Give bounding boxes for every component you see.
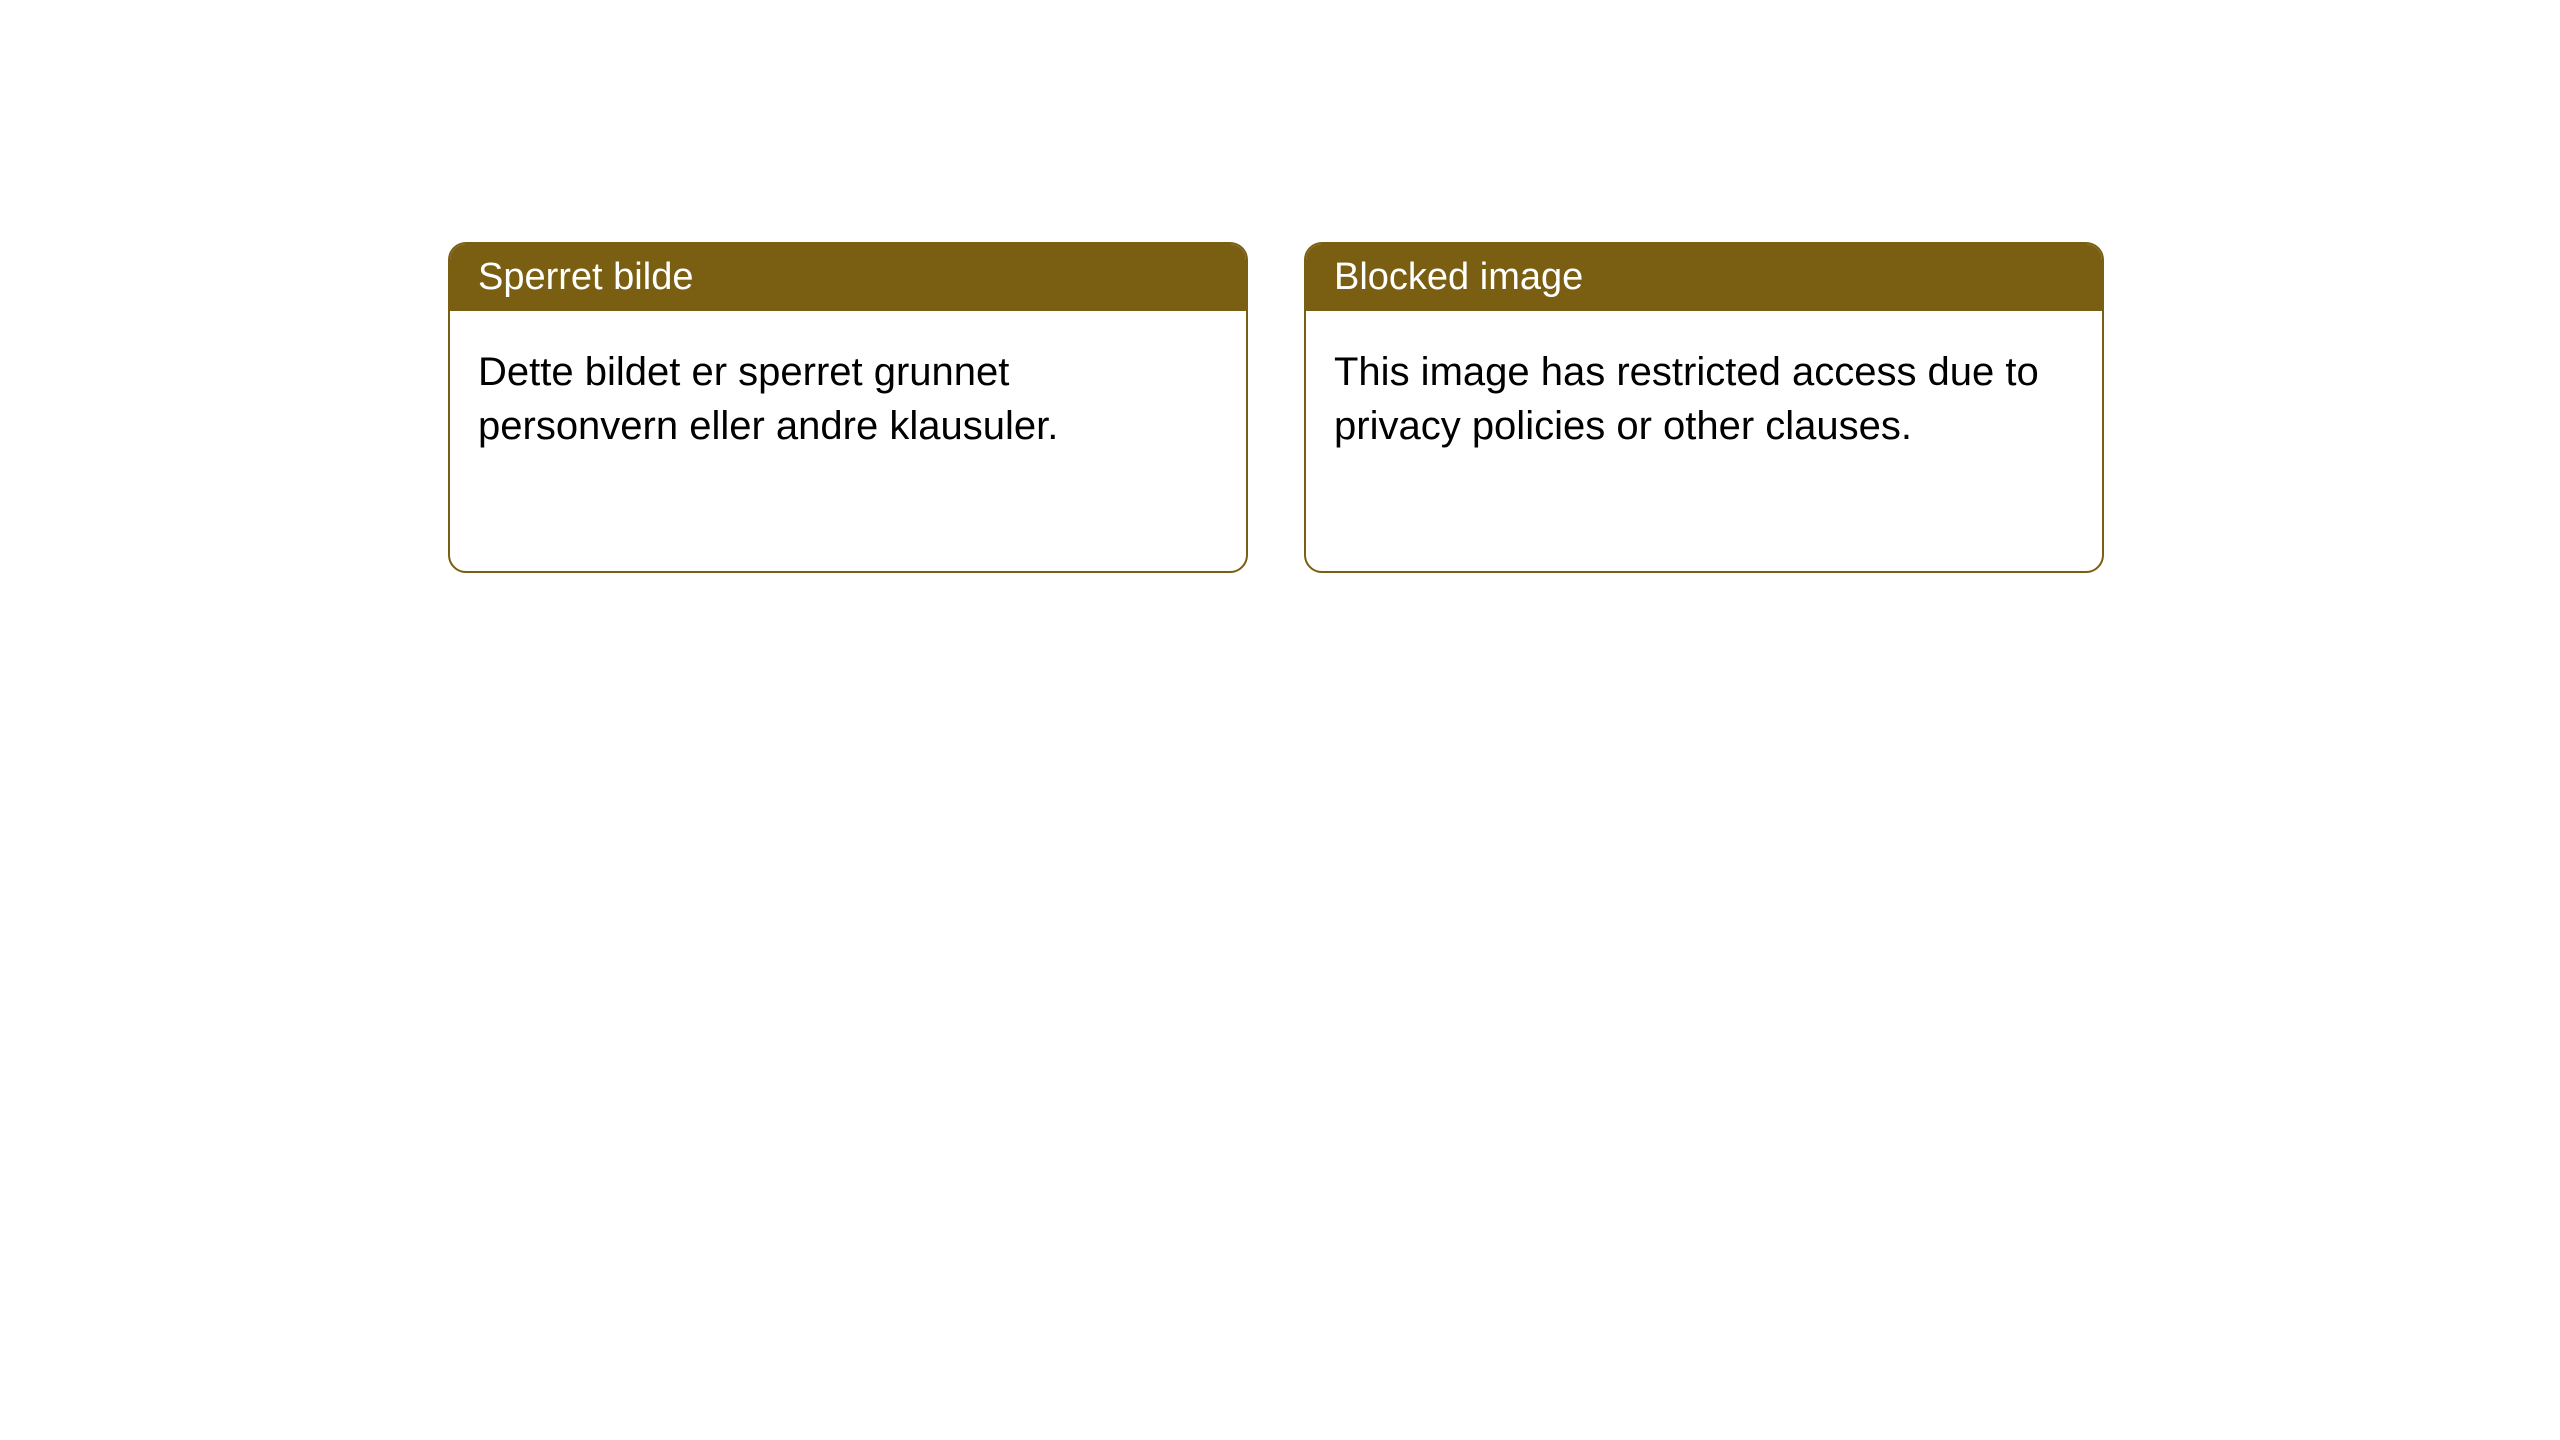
card-body-text: Dette bildet er sperret grunnet personve…: [450, 311, 1246, 571]
card-title: Sperret bilde: [450, 244, 1246, 311]
blocked-image-card-english: Blocked image This image has restricted …: [1304, 242, 2104, 573]
notice-container: Sperret bilde Dette bildet er sperret gr…: [448, 242, 2104, 573]
card-title: Blocked image: [1306, 244, 2102, 311]
card-body-text: This image has restricted access due to …: [1306, 311, 2102, 571]
blocked-image-card-norwegian: Sperret bilde Dette bildet er sperret gr…: [448, 242, 1248, 573]
